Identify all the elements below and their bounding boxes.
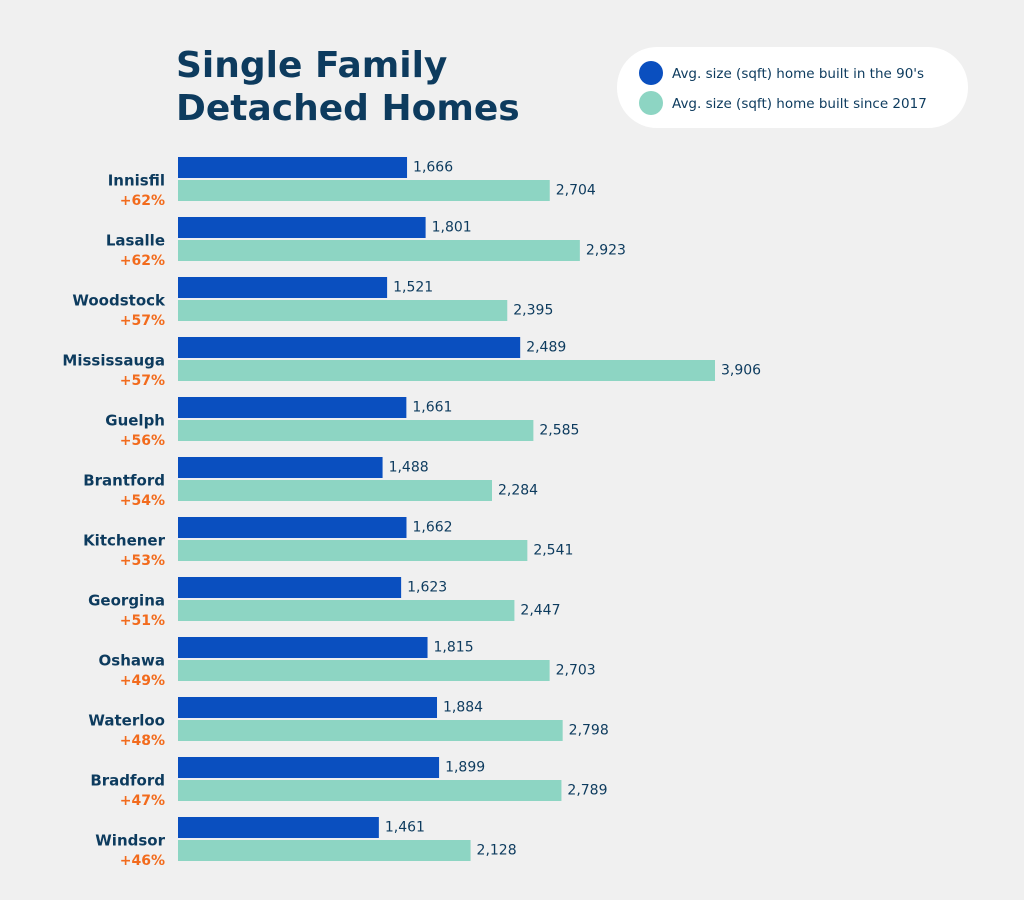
- value-label: 1,661: [412, 400, 452, 416]
- category-label: Guelph: [105, 412, 165, 430]
- legend-swatch: [639, 91, 663, 115]
- value-label: 2,541: [533, 543, 573, 559]
- category-label: Waterloo: [88, 712, 165, 730]
- value-label: 1,461: [385, 820, 425, 836]
- value-label: 1,488: [389, 460, 429, 476]
- category-label: Mississauga: [62, 352, 165, 370]
- value-label: 1,623: [407, 580, 447, 596]
- category-label: Bradford: [90, 772, 165, 790]
- value-label: 1,801: [432, 220, 472, 236]
- bar: [178, 457, 383, 478]
- bar: [178, 757, 440, 778]
- legend-swatch: [639, 61, 663, 85]
- change-label: +57%: [120, 373, 165, 389]
- value-label: 2,395: [513, 303, 553, 319]
- bar: [178, 180, 550, 201]
- bar: [178, 840, 471, 861]
- value-label: 1,815: [434, 640, 474, 656]
- category-label: Georgina: [88, 592, 165, 610]
- change-label: +62%: [120, 253, 165, 269]
- bar: [178, 217, 426, 238]
- value-label: 1,662: [412, 520, 452, 536]
- category-label: Woodstock: [72, 292, 166, 310]
- change-label: +56%: [120, 433, 165, 449]
- change-label: +47%: [120, 793, 165, 809]
- bar: [178, 397, 407, 418]
- bar: [178, 540, 528, 561]
- category-label: Innisfil: [108, 172, 165, 190]
- value-label: 1,666: [413, 160, 453, 176]
- category-label: Windsor: [95, 832, 165, 850]
- bar: [178, 637, 428, 658]
- value-label: 2,128: [477, 843, 517, 859]
- value-label: 2,789: [567, 783, 607, 799]
- value-label: 2,798: [569, 723, 609, 739]
- bar: [178, 277, 388, 298]
- bar: [178, 300, 508, 321]
- change-label: +54%: [120, 493, 165, 509]
- bar: [178, 780, 562, 801]
- value-label: 2,447: [520, 603, 560, 619]
- chart-title: Single Family Detached Homes: [176, 45, 520, 129]
- bar: [178, 337, 521, 358]
- bar: [178, 240, 580, 261]
- value-label: 1,521: [393, 280, 433, 296]
- bar: [178, 660, 550, 681]
- bar: [178, 480, 493, 501]
- value-label: 2,284: [498, 483, 538, 499]
- bar: [178, 420, 534, 441]
- change-label: +53%: [120, 553, 165, 569]
- bar: [178, 517, 407, 538]
- value-label: 2,704: [556, 183, 596, 199]
- bar: [178, 697, 438, 718]
- category-label: Brantford: [83, 472, 165, 490]
- bar: [178, 157, 408, 178]
- change-label: +46%: [120, 853, 165, 869]
- change-label: +51%: [120, 613, 165, 629]
- bar: [178, 817, 379, 838]
- value-label: 2,923: [586, 243, 626, 259]
- value-label: 2,489: [526, 340, 566, 356]
- category-label: Lasalle: [106, 232, 165, 250]
- bar: [178, 600, 515, 621]
- category-label: Oshawa: [99, 652, 165, 670]
- change-label: +57%: [120, 313, 165, 329]
- legend-label: Avg. size (sqft) home built in the 90's: [672, 66, 924, 82]
- bar: [178, 577, 402, 598]
- change-label: +49%: [120, 673, 165, 689]
- value-label: 3,906: [721, 363, 761, 379]
- value-label: 1,884: [443, 700, 483, 716]
- value-label: 1,899: [445, 760, 485, 776]
- bar: [178, 720, 563, 741]
- legend-box: [617, 47, 968, 128]
- category-label: Kitchener: [83, 532, 166, 550]
- change-label: +62%: [120, 193, 165, 209]
- legend-label: Avg. size (sqft) home built since 2017: [672, 96, 927, 112]
- bar: [178, 360, 715, 381]
- change-label: +48%: [120, 733, 165, 749]
- value-label: 2,585: [539, 423, 579, 439]
- value-label: 2,703: [556, 663, 596, 679]
